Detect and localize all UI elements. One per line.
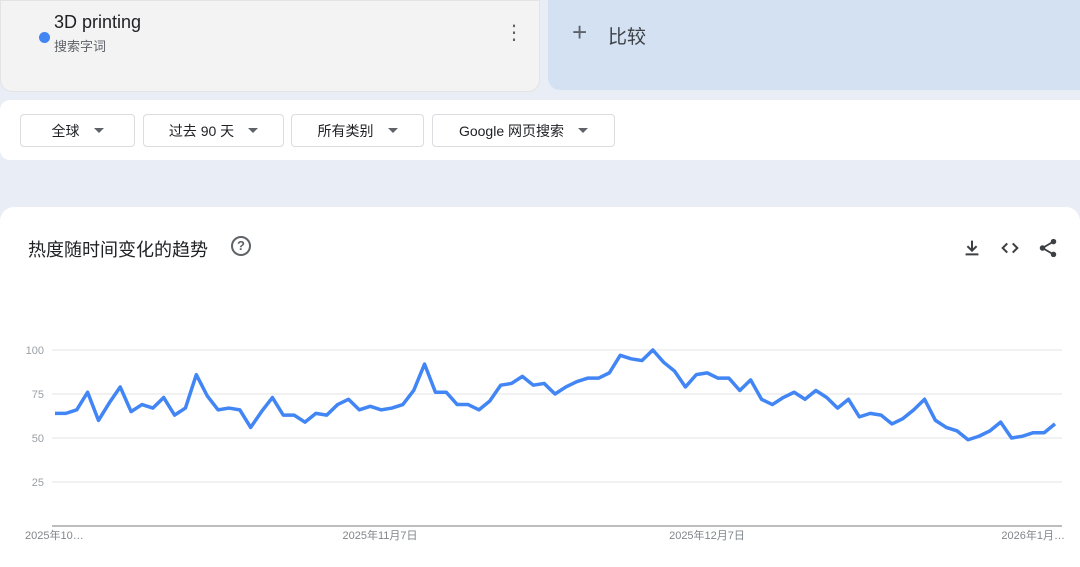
x-tick-label: 2025年10… bbox=[25, 528, 84, 542]
y-tick-label: 100 bbox=[26, 345, 44, 357]
y-tick-label: 25 bbox=[32, 477, 44, 489]
x-tick-label: 2026年1月… bbox=[1001, 528, 1065, 542]
y-tick-label: 75 bbox=[32, 389, 44, 401]
x-tick-label: 2025年12月7日 bbox=[669, 528, 745, 542]
x-tick-label: 2025年11月7日 bbox=[342, 528, 417, 542]
series-line bbox=[55, 350, 1055, 440]
y-tick-label: 50 bbox=[32, 433, 44, 445]
